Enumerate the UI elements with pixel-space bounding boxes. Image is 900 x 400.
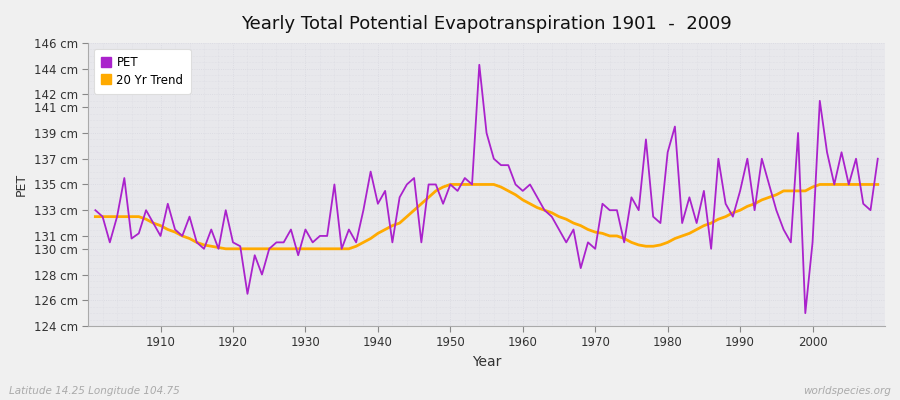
Legend: PET, 20 Yr Trend: PET, 20 Yr Trend [94, 49, 191, 94]
Y-axis label: PET: PET [15, 173, 28, 196]
X-axis label: Year: Year [472, 355, 501, 369]
Text: Latitude 14.25 Longitude 104.75: Latitude 14.25 Longitude 104.75 [9, 386, 180, 396]
Text: worldspecies.org: worldspecies.org [803, 386, 891, 396]
Title: Yearly Total Potential Evapotranspiration 1901  -  2009: Yearly Total Potential Evapotranspiratio… [241, 15, 732, 33]
